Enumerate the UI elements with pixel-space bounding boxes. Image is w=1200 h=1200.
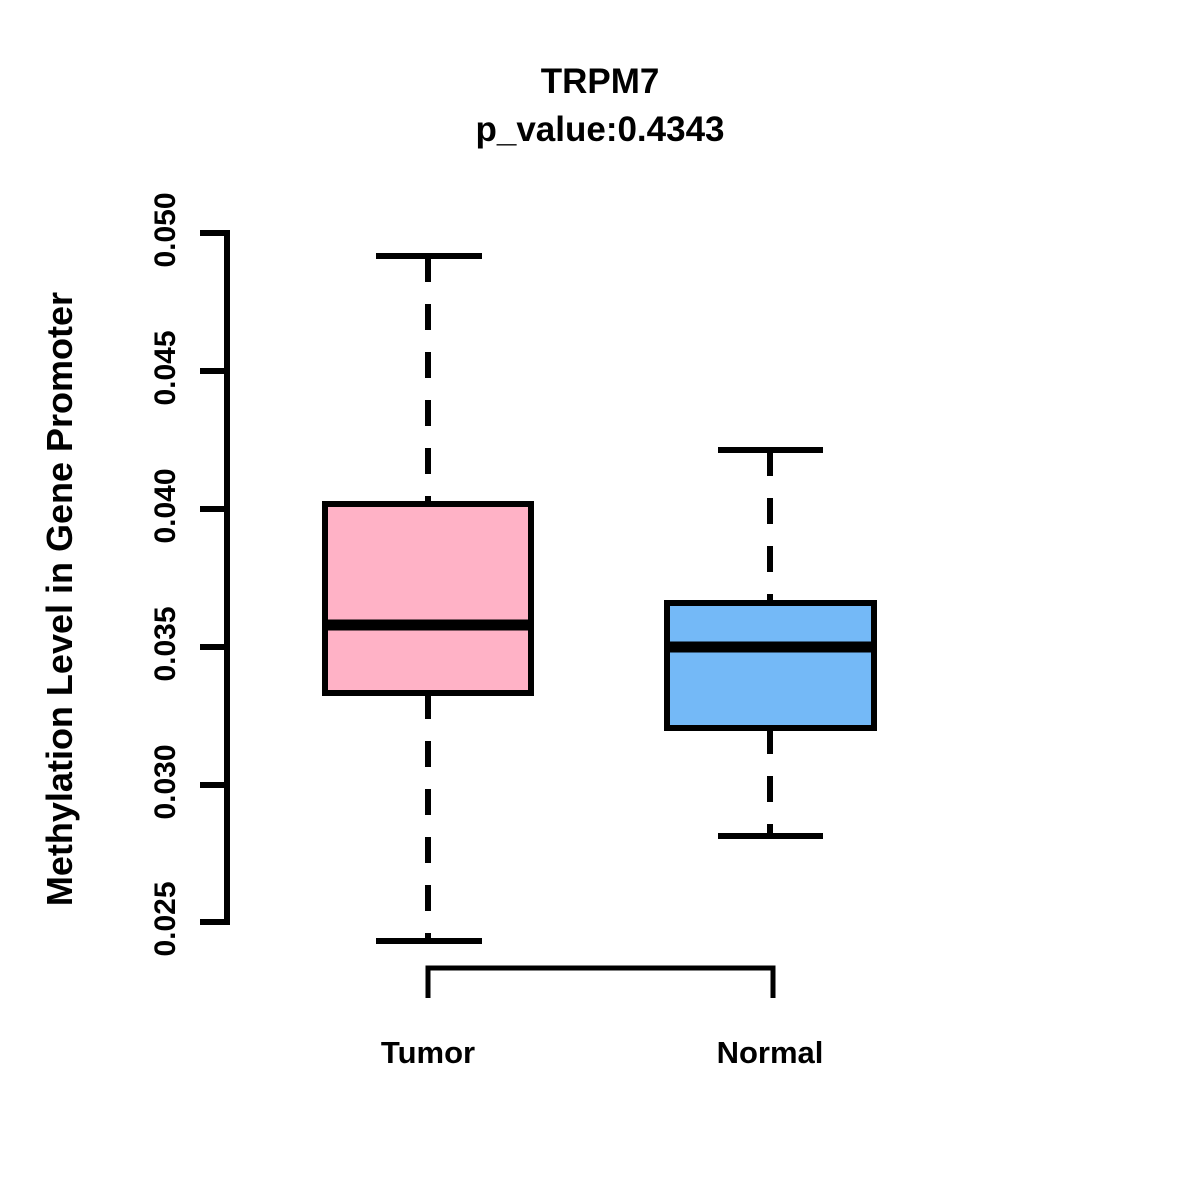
- box-normal[interactable]: [664, 447, 877, 839]
- box-tumor[interactable]: [322, 253, 534, 944]
- iqr-box-tumor: [322, 501, 534, 696]
- x-tick-label-normal: Normal: [716, 1035, 824, 1070]
- iqr-box-normal: [664, 600, 877, 731]
- x-tick-label-tumor: Tumor: [380, 1035, 476, 1070]
- significance-bracket: [425, 965, 776, 998]
- y-axis: [200, 230, 230, 925]
